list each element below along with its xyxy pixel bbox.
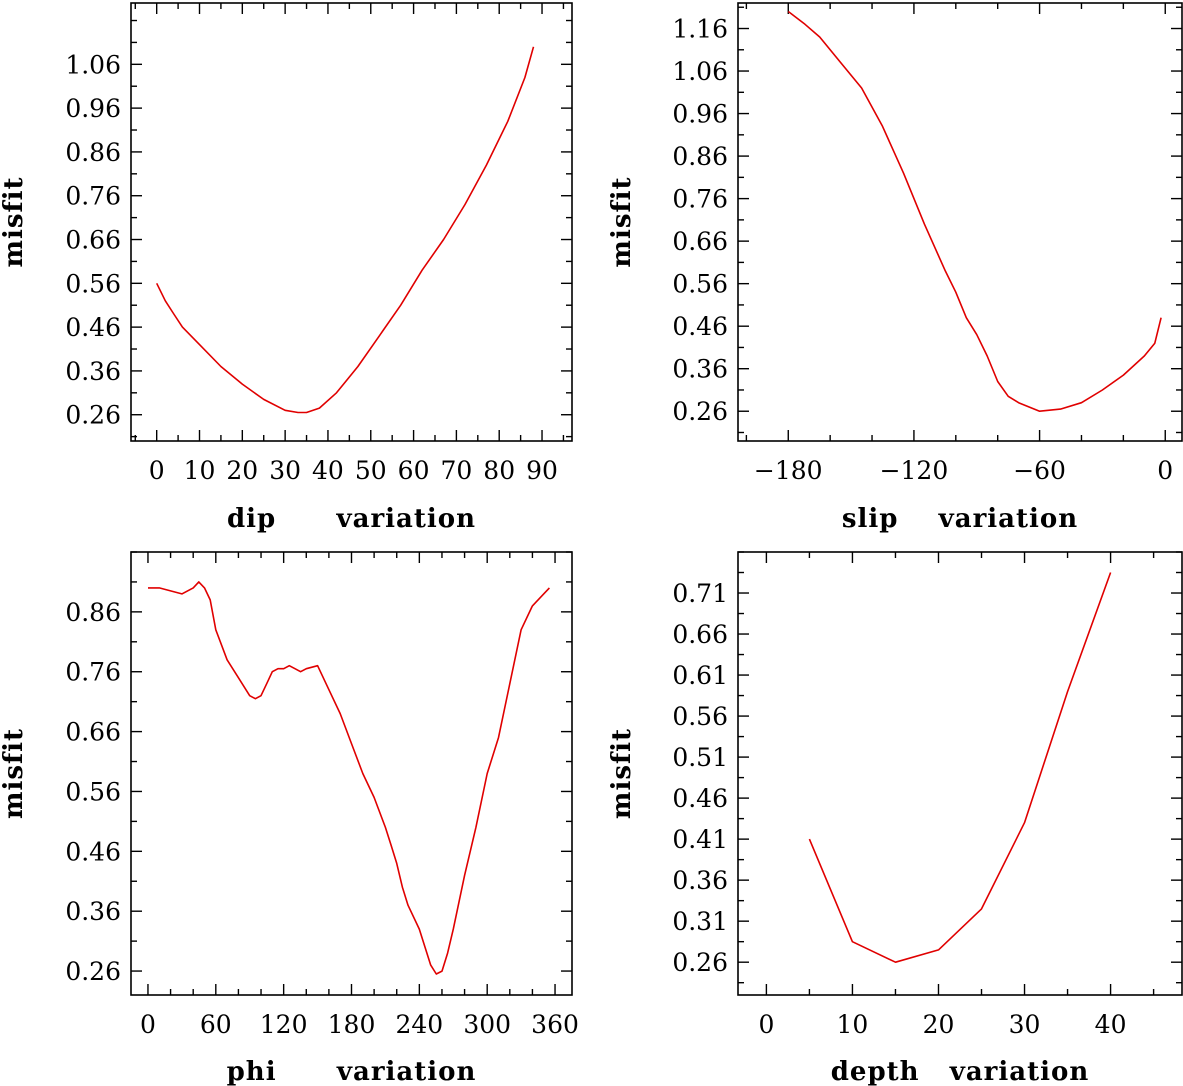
y-tick-label: 0.26: [672, 948, 728, 977]
x-tick-label: 20: [923, 1010, 955, 1039]
x-tick-label: 30: [269, 456, 301, 485]
x-tick-label: 300: [463, 1010, 511, 1039]
x-tick-label: 10: [184, 456, 216, 485]
y-tick-label: 0.86: [65, 598, 121, 627]
y-tick-label: 0.76: [65, 182, 121, 211]
y-tick-label: 0.41: [672, 825, 728, 854]
y-tick-label: 0.96: [672, 100, 728, 129]
y-tick-label: 0.36: [672, 355, 728, 384]
x-tick-label: 90: [526, 456, 558, 485]
y-tick-label: 0.31: [672, 907, 728, 936]
x-tick-label: 0: [149, 456, 165, 485]
y-tick-label: 0.96: [65, 94, 121, 123]
x-axis-ticks: −180 −120 −60 0: [745, 3, 1173, 485]
x-tick-label: 20: [226, 456, 258, 485]
y-tick-label: 0.51: [672, 743, 728, 772]
y-tick-label: 0.66: [65, 718, 121, 747]
x-tick-label: 360: [531, 1010, 579, 1039]
misfit-curve: [148, 581, 550, 975]
y-tick-label: 0.86: [65, 138, 121, 167]
x-tick-label: 10: [837, 1010, 869, 1039]
misfit-curve: [808, 572, 1112, 963]
y-tick-label: 1.06: [672, 57, 728, 86]
x-tick-label: 60: [200, 1010, 232, 1039]
y-tick-label: 0.56: [672, 702, 728, 731]
x-axis-label: depth variation: [831, 1057, 1089, 1086]
y-tick-label: 1.16: [672, 15, 728, 44]
y-tick-label: 0.56: [65, 777, 121, 806]
x-tick-label: −180: [754, 456, 823, 485]
x-tick-label: 60: [398, 456, 430, 485]
y-tick-label: 0.76: [672, 185, 728, 214]
y-tick-label: 0.76: [65, 658, 121, 687]
y-tick-label: 0.26: [65, 957, 121, 986]
panel-slip: −180 −120 −60 0 0.26 0.36 0.46 0.56 0.66 0.76 0.8…: [607, 2, 1183, 534]
panel-depth: 0 10 20 30 40 0.260.310.360.410.460.510.560.…: [607, 551, 1183, 1086]
x-tick-label: 0: [140, 1010, 156, 1039]
panel-dip: 0 10 20 30 40 50 60 70 80 90 0.26 0.36 0.46 0.56 0.66…: [0, 2, 573, 534]
x-tick-label: 180: [328, 1010, 376, 1039]
x-axis-ticks: 0 10 20 30 40 50 60 70 80 90: [134, 3, 565, 485]
x-tick-label: 70: [440, 456, 472, 485]
x-axis-ticks: 0 10 20 30 40: [758, 552, 1155, 1039]
panel-phi: 0 60 120 180 240 300 360 0.260.360.460.560.660…: [0, 551, 579, 1086]
y-tick-label: 0.36: [672, 866, 728, 895]
y-tick-label: 0.66: [672, 227, 728, 256]
x-tick-label: 50: [355, 456, 387, 485]
y-tick-label: 0.46: [672, 784, 728, 813]
x-tick-label: 40: [312, 456, 344, 485]
y-tick-label: 0.66: [65, 226, 121, 255]
y-tick-label: 0.26: [672, 397, 728, 426]
plot-frame: [737, 2, 1183, 442]
x-tick-label: −120: [880, 456, 949, 485]
y-axis-ticks: 0.26 0.36 0.46 0.56 0.66 0.76 0.86 0.96 1.06: [65, 19, 572, 438]
misfit-curve: [787, 10, 1162, 412]
y-axis-label: misfit: [607, 728, 637, 819]
x-axis-ticks: 0 60 120 180 240 300 360: [140, 552, 579, 1039]
x-tick-label: 40: [1095, 1010, 1127, 1039]
y-axis-label: misfit: [0, 728, 29, 819]
y-axis-ticks: 0.26 0.36 0.46 0.56 0.66 0.76 0.86 0.96 1.06 1.16: [672, 6, 1182, 434]
x-tick-label: 0: [758, 1010, 774, 1039]
y-tick-label: 1.06: [65, 50, 121, 79]
x-tick-label: 240: [395, 1010, 443, 1039]
x-tick-label: 30: [1009, 1010, 1041, 1039]
plot-frame: [737, 551, 1183, 996]
y-tick-label: 0.71: [672, 579, 728, 608]
x-tick-label: 0: [1157, 456, 1173, 485]
y-tick-label: 0.56: [65, 269, 121, 298]
x-tick-label: −60: [1013, 456, 1066, 485]
y-tick-label: 0.36: [65, 897, 121, 926]
y-axis-ticks: 0.26 0.31 0.36 0.41 0.46 0.51 0.56 0.61 0.66 0.71: [672, 551, 1182, 984]
misfit-curve: [155, 46, 535, 414]
y-tick-label: 0.61: [672, 661, 728, 690]
y-tick-label: 0.86: [672, 142, 728, 171]
x-axis-label: phi variation: [227, 1057, 477, 1086]
plot-frame: [130, 551, 573, 996]
x-axis-label: dip variation: [227, 504, 476, 534]
y-axis-label: misfit: [0, 176, 29, 267]
plot-frame: [130, 2, 573, 442]
y-tick-label: 0.26: [65, 401, 121, 430]
x-tick-label: 80: [483, 456, 515, 485]
x-axis-label: slip variation: [842, 504, 1078, 534]
y-axis-label: misfit: [607, 176, 637, 267]
y-tick-label: 0.56: [672, 270, 728, 299]
x-tick-label: 120: [260, 1010, 308, 1039]
y-tick-label: 0.46: [65, 313, 121, 342]
y-tick-label: 0.46: [65, 837, 121, 866]
y-tick-label: 0.66: [672, 620, 728, 649]
y-tick-label: 0.36: [65, 357, 121, 386]
y-axis-ticks: 0.26 0.36 0.46 0.56 0.66 0.76 0.86: [65, 551, 572, 986]
y-tick-label: 0.46: [672, 312, 728, 341]
